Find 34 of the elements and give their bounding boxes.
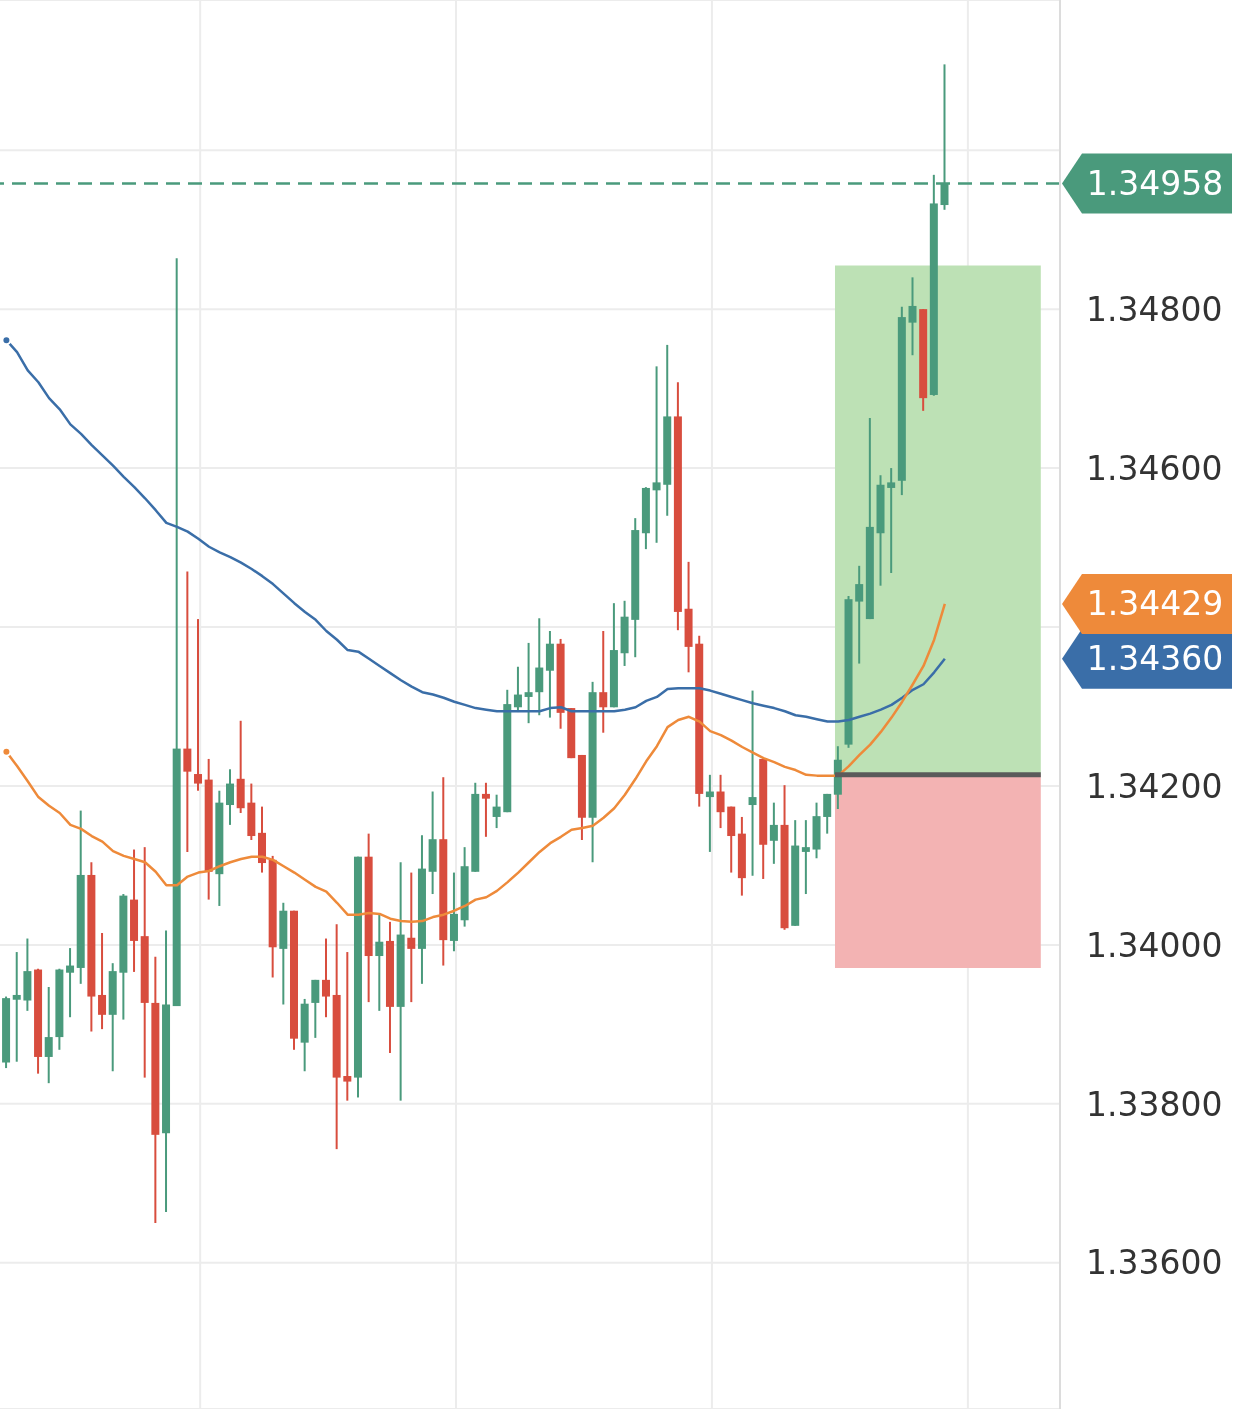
candlestick <box>599 629 608 734</box>
text: 1.34429 <box>1086 584 1224 624</box>
candlestick <box>321 937 330 1019</box>
candlestick <box>769 801 778 865</box>
candlestick <box>652 365 661 544</box>
candlestick <box>343 951 352 1102</box>
candlestick <box>716 773 725 830</box>
candlestick <box>908 276 917 357</box>
candlestick <box>12 951 21 1063</box>
candlestick <box>98 931 107 1031</box>
candlestick <box>492 793 501 830</box>
candlestick <box>226 768 235 826</box>
candlestick <box>748 689 757 877</box>
candlestick <box>194 618 203 792</box>
candlestick <box>524 641 533 725</box>
candlestick <box>66 947 75 1019</box>
candlestick <box>311 978 320 1039</box>
text: 1.34360 <box>1086 639 1224 679</box>
candlestick <box>407 871 416 1004</box>
y-tick-label: 1.33800 <box>1086 1084 1223 1124</box>
candlestick <box>801 819 810 896</box>
y-tick-label: 1.33600 <box>1086 1243 1223 1283</box>
candlestick <box>44 986 53 1085</box>
candlestick <box>481 781 490 838</box>
candlestick <box>183 570 192 853</box>
candlestick <box>375 912 384 1012</box>
candlestick <box>887 467 896 574</box>
y-tick-label: 1.34200 <box>1086 766 1223 806</box>
ref-line-label: 1.34958 <box>1086 164 1224 204</box>
y-tick-label: 1.34000 <box>1086 925 1223 965</box>
candlestick <box>823 792 832 835</box>
y-tick-label: 1.34600 <box>1086 448 1223 488</box>
y-tick-label: 1.34800 <box>1086 289 1223 329</box>
candlestick <box>855 564 864 665</box>
